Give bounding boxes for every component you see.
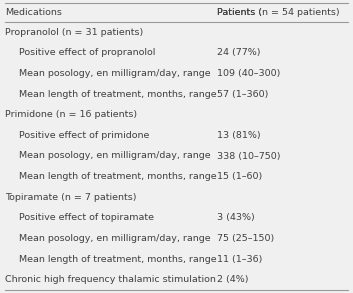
Text: 15 (1–60): 15 (1–60) (217, 172, 262, 181)
Text: 11 (1–36): 11 (1–36) (217, 255, 263, 264)
Text: Positive effect of propranolol: Positive effect of propranolol (19, 48, 155, 57)
Text: 109 (40–300): 109 (40–300) (217, 69, 281, 78)
Text: Positive effect of primidone: Positive effect of primidone (19, 131, 149, 140)
Text: Mean posology, en milligram/day, range: Mean posology, en milligram/day, range (19, 151, 211, 161)
Text: Patients (: Patients ( (217, 8, 262, 17)
Text: 338 (10–750): 338 (10–750) (217, 151, 281, 161)
Text: Mean length of treatment, months, range: Mean length of treatment, months, range (19, 255, 217, 264)
Text: 75 (25–150): 75 (25–150) (217, 234, 274, 243)
Text: Patients (n = 54 patients): Patients (n = 54 patients) (217, 8, 340, 17)
Text: Mean length of treatment, months, range: Mean length of treatment, months, range (19, 172, 217, 181)
Text: 13 (81%): 13 (81%) (217, 131, 261, 140)
Text: 24 (77%): 24 (77%) (217, 48, 261, 57)
Text: Topiramate (n = 7 patients): Topiramate (n = 7 patients) (5, 193, 137, 202)
Text: Positive effect of topiramate: Positive effect of topiramate (19, 213, 154, 222)
Text: Mean posology, en milligram/day, range: Mean posology, en milligram/day, range (19, 234, 211, 243)
Text: Primidone (n = 16 patients): Primidone (n = 16 patients) (5, 110, 137, 119)
Text: 57 (1–360): 57 (1–360) (217, 90, 269, 99)
Text: 2 (4%): 2 (4%) (217, 275, 249, 284)
Text: Medications: Medications (5, 8, 62, 17)
Text: Propranolol (n = 31 patients): Propranolol (n = 31 patients) (5, 28, 143, 37)
Text: 3 (43%): 3 (43%) (217, 213, 255, 222)
Text: Chronic high frequency thalamic stimulation: Chronic high frequency thalamic stimulat… (5, 275, 216, 284)
Text: Mean posology, en milligram/day, range: Mean posology, en milligram/day, range (19, 69, 211, 78)
Text: Mean length of treatment, months, range: Mean length of treatment, months, range (19, 90, 217, 99)
